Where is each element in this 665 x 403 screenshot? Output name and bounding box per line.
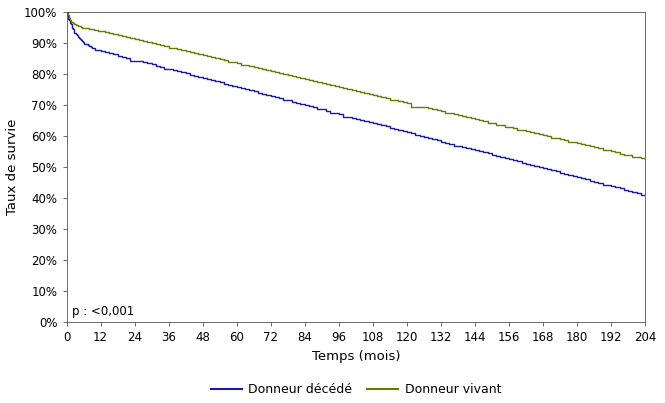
X-axis label: Temps (mois): Temps (mois)	[311, 350, 400, 363]
Legend: Donneur décédé, Donneur vivant: Donneur décédé, Donneur vivant	[205, 378, 506, 401]
Y-axis label: Taux de survie: Taux de survie	[5, 119, 19, 216]
Text: p : <0,001: p : <0,001	[72, 305, 134, 318]
